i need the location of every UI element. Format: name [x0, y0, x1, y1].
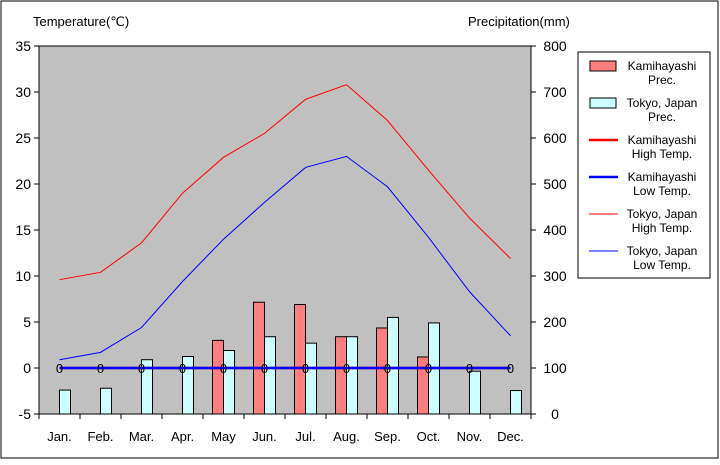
y-left-tick-label-7: 0 — [23, 360, 31, 376]
zero-marker-5: 0 — [261, 361, 268, 376]
x-tick-label-1: Feb. — [87, 429, 113, 444]
legend-label-2-line2: High Temp. — [632, 147, 692, 161]
y-left-axis-title: Temperature(℃) — [33, 14, 129, 29]
legend-swatch-0 — [589, 60, 617, 72]
legend-label-5-line1: Tokyo, Japan — [627, 244, 698, 258]
legend-label-3-line2: Low Temp. — [633, 184, 691, 198]
zero-marker-9: 0 — [425, 361, 432, 376]
x-tick-label-4: May — [211, 429, 236, 444]
zero-markers-layer: 0 0 0 0 0 0 0 0 0 0 0 0 — [56, 361, 514, 376]
bar-s1-4 — [223, 350, 235, 415]
bar-s1-3 — [182, 356, 194, 415]
y-right-tick-label-4: 400 — [543, 222, 567, 238]
zero-marker-1: 0 — [97, 361, 104, 376]
y-left-tick-label-2: 25 — [15, 130, 31, 146]
bar-s0-6 — [294, 304, 306, 415]
y-right-tick-label-5: 300 — [543, 268, 567, 284]
y-right-tick-label-3: 500 — [543, 176, 567, 192]
legend-label-4-line1: Tokyo, Japan — [627, 207, 698, 221]
legend-label-0-line1: Kamihayashi — [628, 59, 697, 73]
lines-layer — [59, 84, 511, 370]
bar-s1-10 — [469, 370, 481, 415]
bar-s1-0 — [59, 389, 71, 415]
y-right-tick-label-1: 700 — [543, 84, 567, 100]
legend-label-1-line1: Tokyo, Japan — [627, 96, 698, 110]
bar-s0-5 — [253, 301, 265, 415]
x-tick-label-5: Jun. — [252, 429, 277, 444]
bar-s1-11 — [510, 390, 522, 415]
zero-marker-10: 0 — [466, 361, 473, 376]
line-series-3 — [59, 155, 511, 361]
zero-marker-4: 0 — [220, 361, 227, 376]
bar-s1-2 — [141, 359, 153, 415]
legend-label-4-line2: High Temp. — [632, 221, 692, 235]
y-left-tick-label-4: 15 — [15, 222, 31, 238]
y-right-tick-label-8: 0 — [551, 406, 559, 422]
x-tick-label-11: Dec. — [497, 429, 524, 444]
legend-label-1-line2: Prec. — [648, 110, 676, 124]
axes-layer: 35 30 25 20 15 10 5 0 -5 800 700 600 500 400 300 200 100… — [15, 38, 566, 444]
zero-marker-8: 0 — [384, 361, 391, 376]
legend-label-0-line2: Prec. — [648, 73, 676, 87]
x-tick-label-6: Jul. — [295, 429, 315, 444]
zero-marker-3: 0 — [179, 361, 186, 376]
x-tick-label-8: Sep. — [374, 429, 401, 444]
x-tick-label-3: Apr. — [171, 429, 194, 444]
y-right-axis-title: Precipitation(mm) — [468, 14, 570, 29]
x-tick-label-2: Mar. — [129, 429, 154, 444]
zero-marker-7: 0 — [343, 361, 350, 376]
bar-s1-1 — [100, 387, 112, 415]
x-tick-label-7: Aug. — [333, 429, 360, 444]
y-left-tick-label-0: 35 — [15, 38, 31, 54]
bar-s1-6 — [305, 342, 317, 415]
zero-marker-2: 0 — [138, 361, 145, 376]
legend-label-3-line1: Kamihayashi — [628, 170, 697, 184]
legend-box — [577, 51, 711, 279]
x-tick-label-10: Nov. — [457, 429, 483, 444]
y-left-tick-label-8: -5 — [19, 406, 32, 422]
plot-area — [38, 45, 532, 415]
y-right-tick-label-7: 100 — [543, 360, 567, 376]
y-right-tick-label-2: 600 — [543, 130, 567, 146]
x-tick-label-9: Oct. — [417, 429, 441, 444]
bar-s1-5 — [264, 336, 276, 415]
line-series-2 — [59, 84, 511, 281]
y-right-tick-label-6: 200 — [543, 314, 567, 330]
zero-marker-0: 0 — [56, 361, 63, 376]
y-left-tick-label-1: 30 — [15, 84, 31, 100]
legend-swatch-1 — [589, 97, 617, 109]
y-left-tick-label-6: 5 — [23, 314, 31, 330]
legend-label-2-line1: Kamihayashi — [628, 133, 697, 147]
zero-marker-11: 0 — [507, 361, 514, 376]
bar-s0-4 — [212, 339, 224, 415]
legend-label-5-line2: Low Temp. — [633, 258, 691, 272]
bar-s1-7 — [346, 336, 358, 415]
zero-marker-6: 0 — [302, 361, 309, 376]
x-tick-label-0: Jan. — [47, 429, 72, 444]
y-left-tick-label-3: 20 — [15, 176, 31, 192]
y-right-tick-label-0: 800 — [543, 38, 567, 54]
y-left-tick-label-5: 10 — [15, 268, 31, 284]
bar-s1-8 — [387, 316, 399, 415]
